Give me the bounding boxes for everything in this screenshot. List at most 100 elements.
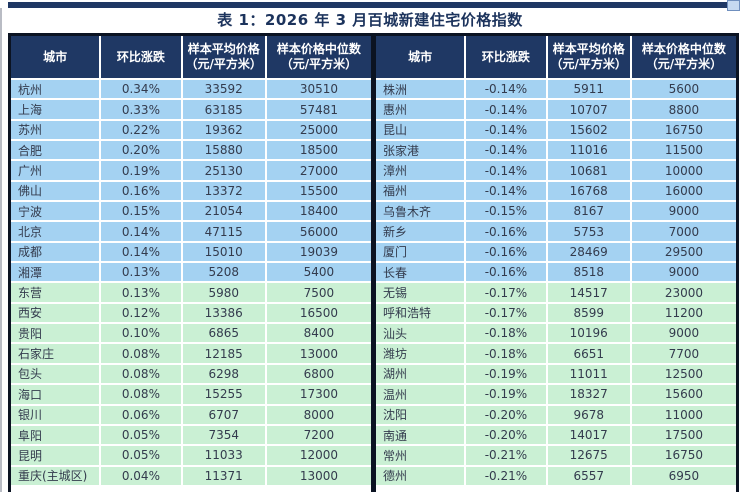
- row-avg-cell: 15010: [182, 242, 265, 262]
- row-change-cell: -0.21%: [466, 446, 546, 465]
- row-median-cell: 18400: [266, 202, 371, 221]
- header-cell: 样本平均价格 （元/平方米）: [182, 36, 265, 78]
- row-median-cell: 19039: [266, 242, 371, 262]
- row-city-cell: 漳州: [376, 161, 465, 180]
- row-city-cell: 苏州: [11, 120, 100, 140]
- row-avg-cell: 6865: [182, 324, 265, 343]
- row-change-cell: 0.08%: [101, 344, 181, 363]
- row-avg-cell: 5208: [182, 263, 265, 282]
- row-city-cell: 石家庄: [11, 344, 100, 363]
- row-median-cell: 9000: [631, 324, 736, 343]
- row-avg-cell: 8518: [547, 263, 630, 282]
- row-change-cell: 0.10%: [101, 324, 181, 343]
- row-change-cell: -0.20%: [466, 425, 546, 445]
- row-median-cell: 17300: [266, 385, 371, 404]
- row-avg-cell: 5911: [547, 80, 630, 99]
- row-avg-cell: 9678: [547, 405, 630, 424]
- row-avg-cell: 47115: [182, 222, 265, 241]
- row-city-cell: 厦门: [376, 242, 465, 262]
- row-avg-cell: 6557: [547, 466, 630, 485]
- row-city-cell: 南通: [376, 425, 465, 445]
- row-change-cell: -0.14%: [466, 161, 546, 180]
- row-change-cell: -0.14%: [466, 100, 546, 119]
- row-avg-cell: 11016: [547, 141, 630, 160]
- row-city-cell: 成都: [11, 242, 100, 262]
- row-change-cell: -0.14%: [466, 141, 546, 160]
- row-avg-cell: 7354: [182, 425, 265, 445]
- row-median-cell: 11200: [631, 303, 736, 323]
- row-city-cell: 贵阳: [11, 324, 100, 343]
- row-city-cell: 昆山: [376, 120, 465, 140]
- row-avg-cell: 33592: [182, 80, 265, 99]
- row-change-cell: -0.21%: [466, 466, 546, 485]
- row-avg-cell: 8599: [547, 303, 630, 323]
- row-change-cell: -0.15%: [466, 202, 546, 221]
- row-avg-cell: 12675: [547, 446, 630, 465]
- row-change-cell: 0.22%: [101, 120, 181, 140]
- row-city-cell: 潍坊: [376, 344, 465, 363]
- row-median-cell: 15600: [631, 385, 736, 404]
- row-median-cell: 8400: [266, 324, 371, 343]
- header-cell: 环比涨跌: [101, 36, 181, 78]
- row-avg-cell: 13372: [182, 181, 265, 201]
- row-avg-cell: 11011: [547, 364, 630, 384]
- row-median-cell: 8000: [266, 405, 371, 424]
- header-cell: 城市: [11, 36, 100, 78]
- row-median-cell: 12500: [631, 364, 736, 384]
- row-change-cell: 0.14%: [101, 222, 181, 241]
- row-avg-cell: 25130: [182, 161, 265, 180]
- row-median-cell: 6800: [266, 364, 371, 384]
- row-avg-cell: 14017: [547, 425, 630, 445]
- table-divider: [371, 36, 376, 492]
- row-city-cell: 昆明: [11, 446, 100, 465]
- row-median-cell: 5400: [266, 263, 371, 282]
- row-median-cell: 16750: [631, 446, 736, 465]
- row-change-cell: -0.19%: [466, 385, 546, 404]
- row-change-cell: 0.16%: [101, 181, 181, 201]
- row-city-cell: 新乡: [376, 222, 465, 241]
- row-city-cell: 上海: [11, 100, 100, 119]
- row-median-cell: 16500: [266, 303, 371, 323]
- header-cell: 样本价格中位数 （元/平方米）: [266, 36, 371, 78]
- row-change-cell: 0.34%: [101, 80, 181, 99]
- row-median-cell: 17500: [631, 425, 736, 445]
- price-index-table: 城市 环比涨跌 样本平均价格 （元/平方米） 样本价格中位数 （元/平方米） 杭州 0.34%…: [8, 33, 739, 492]
- row-city-cell: 福州: [376, 181, 465, 201]
- row-city-cell: 宁波: [11, 202, 100, 221]
- row-city-cell: 长春: [376, 263, 465, 282]
- row-change-cell: 0.05%: [101, 425, 181, 445]
- row-city-cell: 常州: [376, 446, 465, 465]
- row-city-cell: 温州: [376, 385, 465, 404]
- row-avg-cell: 14517: [547, 283, 630, 302]
- price-table-right: 城市 环比涨跌 样本平均价格 （元/平方米） 样本价格中位数 （元/平方米） 株洲 -0.14…: [376, 36, 736, 492]
- row-median-cell: 12000: [266, 446, 371, 465]
- row-city-cell: 阜阳: [11, 425, 100, 445]
- row-change-cell: 0.13%: [101, 283, 181, 302]
- row-avg-cell: 16768: [547, 181, 630, 201]
- row-city-cell: 海口: [11, 385, 100, 404]
- row-avg-cell: 11371: [182, 466, 265, 485]
- row-city-cell: 呼和浩特: [376, 303, 465, 323]
- row-change-cell: 0.04%: [101, 466, 181, 485]
- row-change-cell: 0.15%: [101, 202, 181, 221]
- row-avg-cell: 8167: [547, 202, 630, 221]
- row-city-cell: 德州: [376, 466, 465, 485]
- row-change-cell: -0.18%: [466, 324, 546, 343]
- row-avg-cell: 28469: [547, 242, 630, 262]
- row-median-cell: 5600: [631, 80, 736, 99]
- row-city-cell: 湘潭: [11, 263, 100, 282]
- row-change-cell: -0.19%: [466, 364, 546, 384]
- row-median-cell: 30510: [266, 80, 371, 99]
- row-change-cell: 0.08%: [101, 364, 181, 384]
- row-median-cell: 9000: [631, 263, 736, 282]
- row-median-cell: 7000: [631, 222, 736, 241]
- row-median-cell: 9000: [631, 202, 736, 221]
- row-change-cell: -0.14%: [466, 80, 546, 99]
- row-avg-cell: 19362: [182, 120, 265, 140]
- row-change-cell: -0.18%: [466, 344, 546, 363]
- row-change-cell: 0.13%: [101, 263, 181, 282]
- row-median-cell: 57481: [266, 100, 371, 119]
- row-median-cell: 13000: [266, 466, 371, 485]
- row-city-cell: 广州: [11, 161, 100, 180]
